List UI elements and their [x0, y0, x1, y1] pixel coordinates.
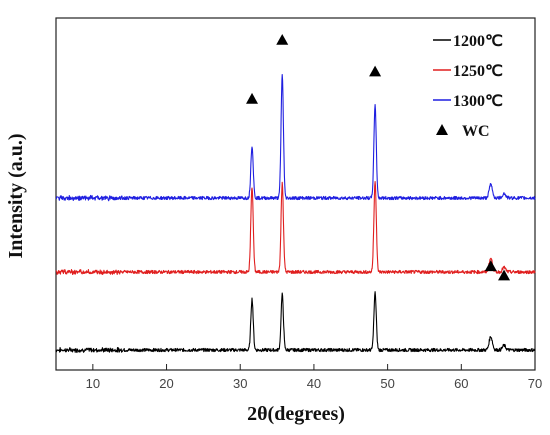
- wc-triangle-marker: [246, 92, 259, 104]
- series-group: [55, 73, 536, 354]
- legend-label-wc: WC: [462, 123, 490, 140]
- wc-markers: [246, 34, 511, 281]
- legend-label: 1300℃: [453, 93, 503, 110]
- x-tick-label: 70: [528, 376, 542, 391]
- wc-triangle-marker: [484, 260, 497, 272]
- plot-frame: [55, 17, 536, 371]
- x-tick-label: 20: [159, 376, 173, 391]
- x-tick-label: 10: [86, 376, 100, 391]
- x-tick-label: 40: [307, 376, 321, 391]
- y-axis-title: Intensity (a.u.): [5, 133, 27, 258]
- legend-wc-marker: [436, 124, 448, 135]
- x-tick-label: 60: [454, 376, 468, 391]
- series-line-1: [55, 180, 536, 276]
- legend-label: 1200℃: [453, 33, 503, 50]
- series-line-2: [55, 73, 536, 202]
- x-axis-title: 2θ(degrees): [247, 403, 345, 425]
- x-axis-ticks: 10 20 30 40 50 60 70: [86, 364, 542, 391]
- wc-triangle-marker: [498, 269, 511, 281]
- legend-label: 1250℃: [453, 63, 503, 80]
- series-line-0: [55, 291, 536, 354]
- legend: 1200℃ 1250℃ 1300℃ WC: [433, 33, 503, 140]
- x-tick-label: 50: [380, 376, 394, 391]
- x-tick-label: 30: [233, 376, 247, 391]
- wc-triangle-marker: [276, 34, 289, 45]
- wc-triangle-marker: [369, 65, 382, 77]
